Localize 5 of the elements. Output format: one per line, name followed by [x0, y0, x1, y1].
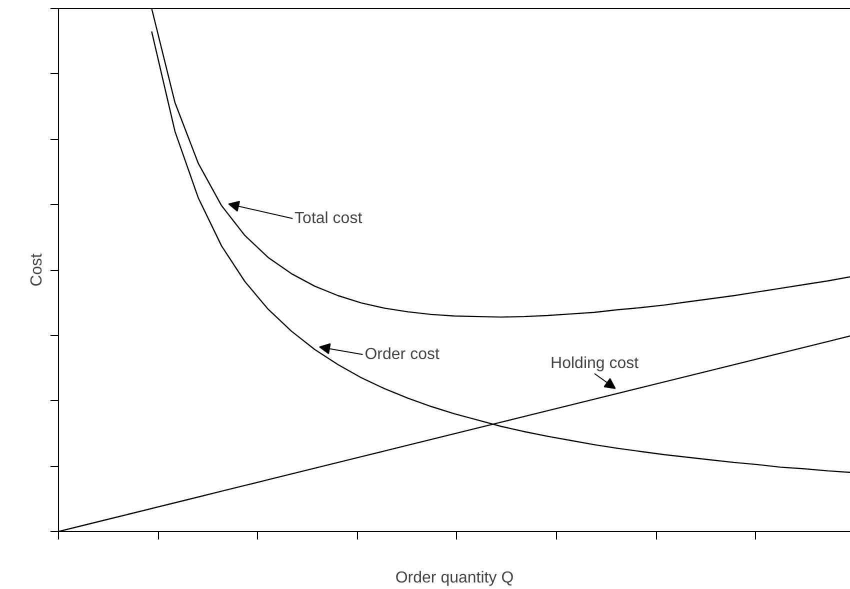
annotation: Total cost [294, 210, 363, 228]
y-axis-title: Cost [28, 252, 46, 286]
annotation: Order cost [364, 346, 440, 363]
annotation: Holding cost [550, 354, 640, 372]
x-axis-title: Order quantity Q [395, 570, 514, 586]
